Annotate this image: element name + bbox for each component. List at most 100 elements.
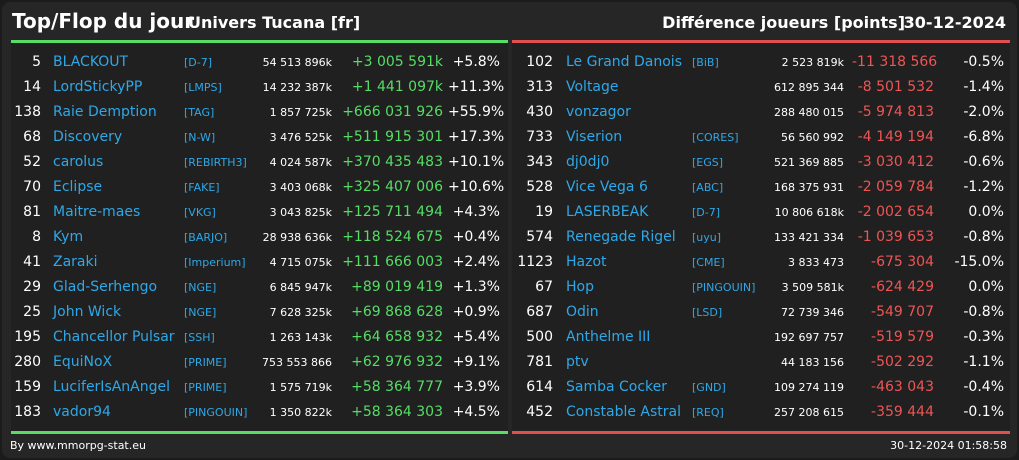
player-rank: 81 — [23, 204, 41, 220]
alliance-tag-link[interactable]: [FAKE] — [184, 181, 220, 194]
player-rank: 19 — [535, 204, 553, 220]
alliance-tag-link[interactable]: [PRIME] — [184, 356, 227, 369]
player-rank: 528 — [526, 179, 553, 195]
top-player-row: 138 Raie Demption [TAG] 1 857 725k +666 031 … — [11, 100, 508, 125]
alliance-tag-link[interactable]: [CME] — [692, 256, 725, 269]
flop-player-row: 500 Anthelme III 192 697 757 -519 579 -0.3% — [512, 325, 1010, 350]
player-points-diff: -5 974 813 — [857, 104, 934, 120]
player-name-link[interactable]: vador94 — [53, 404, 111, 420]
player-name-link[interactable]: Renegade Rigel — [566, 229, 676, 245]
player-name-link[interactable]: vonzagor — [566, 104, 631, 120]
alliance-tag-link[interactable]: [NGE] — [184, 306, 217, 319]
top-list: 5 BLACKOUT [D-7] 54 513 896k +3 005 591k +5.8… — [11, 50, 508, 425]
alliance-tag-link[interactable]: [BiB] — [692, 56, 719, 69]
alliance-tag-link[interactable]: [LSD] — [692, 306, 723, 319]
player-percent-change: +5.4% — [452, 329, 500, 345]
player-name-link[interactable]: Anthelme III — [566, 329, 651, 345]
player-name-link[interactable]: John Wick — [53, 304, 122, 320]
player-name-link[interactable]: Discovery — [53, 129, 123, 145]
player-name-link[interactable]: Raie Demption — [53, 104, 157, 120]
top-player-row: 183 vador94 [PINGOUIN] 1 350 822k +58 364 30… — [11, 400, 508, 425]
alliance-tag-link[interactable]: [EGS] — [692, 156, 724, 169]
player-total-points: 54 513 896k — [262, 56, 332, 69]
player-percent-change: -0.1% — [963, 404, 1004, 420]
flop-player-row: 733 Viserion [CORES] 56 560 992 -4 149 194 -6… — [512, 125, 1010, 150]
player-percent-change: +10.6% — [448, 179, 505, 195]
player-percent-change: +17.3% — [448, 129, 505, 145]
alliance-tag-link[interactable]: [CORES] — [692, 131, 739, 144]
player-rank: 67 — [535, 279, 553, 295]
player-total-points: 3 043 825k — [269, 206, 332, 219]
flop-player-row: 528 Vice Vega 6 [ABC] 168 375 931 -2 059 784… — [512, 175, 1010, 200]
alliance-tag-link[interactable]: [PINGOUIN] — [184, 406, 248, 419]
player-points-diff: +89 019 419 — [351, 279, 443, 295]
player-name-link[interactable]: Viserion — [566, 129, 623, 145]
alliance-tag-link[interactable]: [SSH] — [184, 331, 215, 344]
top-panel: 5 BLACKOUT [D-7] 54 513 896k +3 005 591k +5.8… — [11, 43, 508, 431]
player-name-link[interactable]: Le Grand Danois — [566, 54, 682, 70]
player-total-points: 44 183 156 — [781, 356, 844, 369]
player-name-link[interactable]: Vice Vega 6 — [566, 179, 648, 195]
alliance-tag-link[interactable]: [Imperium] — [184, 256, 246, 269]
top-player-row: 52 carolus [REBIRTH3] 4 024 587k +370 435 48… — [11, 150, 508, 175]
player-total-points: 72 739 346 — [781, 306, 844, 319]
player-points-diff: +666 031 926 — [342, 104, 443, 120]
alliance-tag-link[interactable]: [D-7] — [184, 56, 213, 69]
player-name-link[interactable]: ptv — [566, 354, 589, 370]
player-name-link[interactable]: EquiNoX — [53, 354, 113, 370]
player-name-link[interactable]: Voltage — [566, 79, 619, 95]
alliance-tag-link[interactable]: [D-7] — [692, 206, 721, 219]
player-points-diff: +511 915 301 — [342, 129, 443, 145]
metric-label: Différence joueurs [points] — [662, 13, 905, 32]
player-name-link[interactable]: Kym — [53, 229, 84, 245]
top-bottom-bar — [11, 431, 508, 434]
player-percent-change: +0.4% — [452, 229, 500, 245]
date-label: 30-12-2024 — [903, 13, 1006, 32]
player-percent-change: +0.9% — [452, 304, 500, 320]
flop-player-row: 574 Renegade Rigel [uyu] 133 421 334 -1 039 … — [512, 225, 1010, 250]
player-name-link[interactable]: carolus — [53, 154, 104, 170]
player-name-link[interactable]: BLACKOUT — [53, 54, 129, 70]
alliance-tag-link[interactable]: [VKG] — [184, 206, 216, 219]
flop-bottom-bar — [512, 431, 1010, 434]
player-total-points: 10 806 618k — [774, 206, 844, 219]
alliance-tag-link[interactable]: [GND] — [692, 381, 726, 394]
player-name-link[interactable]: Samba Cocker — [566, 379, 668, 395]
alliance-tag-link[interactable]: [ABC] — [692, 181, 724, 194]
player-points-diff: -2 059 784 — [857, 179, 934, 195]
player-name-link[interactable]: Eclipse — [53, 179, 103, 195]
player-name-link[interactable]: Hazot — [566, 254, 607, 270]
player-name-link[interactable]: Maitre-maes — [53, 204, 141, 220]
top-player-row: 280 EquiNoX [PRIME] 753 553 866 +62 976 932 +… — [11, 350, 508, 375]
player-name-link[interactable]: LuciferIsAnAngel — [53, 379, 171, 395]
player-name-link[interactable]: dj0dj0 — [566, 154, 610, 170]
player-name-link[interactable]: Zaraki — [53, 254, 98, 270]
player-name-link[interactable]: Odin — [566, 304, 599, 320]
alliance-tag-link[interactable]: [N-W] — [184, 131, 216, 144]
player-rank: 14 — [23, 79, 41, 95]
alliance-tag-link[interactable]: [PINGOUIN] — [692, 281, 756, 294]
player-name-link[interactable]: LordStickyPP — [53, 79, 143, 95]
alliance-tag-link[interactable]: [NGE] — [184, 281, 217, 294]
alliance-tag-link[interactable]: [TAG] — [184, 106, 215, 119]
player-rank: 29 — [23, 279, 41, 295]
player-percent-change: +2.4% — [452, 254, 500, 270]
player-points-diff: -359 444 — [871, 404, 934, 420]
alliance-tag-link[interactable]: [REBIRTH3] — [184, 156, 247, 169]
player-name-link[interactable]: Chancellor Pulsar — [53, 329, 175, 345]
player-rank: 102 — [526, 54, 553, 70]
player-rank: 280 — [14, 354, 41, 370]
alliance-tag-link[interactable]: [PRIME] — [184, 381, 227, 394]
player-name-link[interactable]: Glad-Serhengo — [53, 279, 158, 295]
player-name-link[interactable]: Constable Astral — [566, 404, 682, 420]
player-name-link[interactable]: LASERBEAK — [566, 204, 649, 220]
flop-player-row: 67 Hop [PINGOUIN] 3 509 581k -624 429 0.0% — [512, 275, 1010, 300]
alliance-tag-link[interactable]: [uyu] — [692, 231, 722, 244]
top-accent-bar — [11, 40, 508, 43]
alliance-tag-link[interactable]: [LMPS] — [184, 81, 222, 94]
alliance-tag-link[interactable]: [REQ] — [692, 406, 724, 419]
alliance-tag-link[interactable]: [BARJO] — [184, 231, 228, 244]
player-name-link[interactable]: Hop — [566, 279, 594, 295]
player-points-diff: +118 524 675 — [342, 229, 443, 245]
